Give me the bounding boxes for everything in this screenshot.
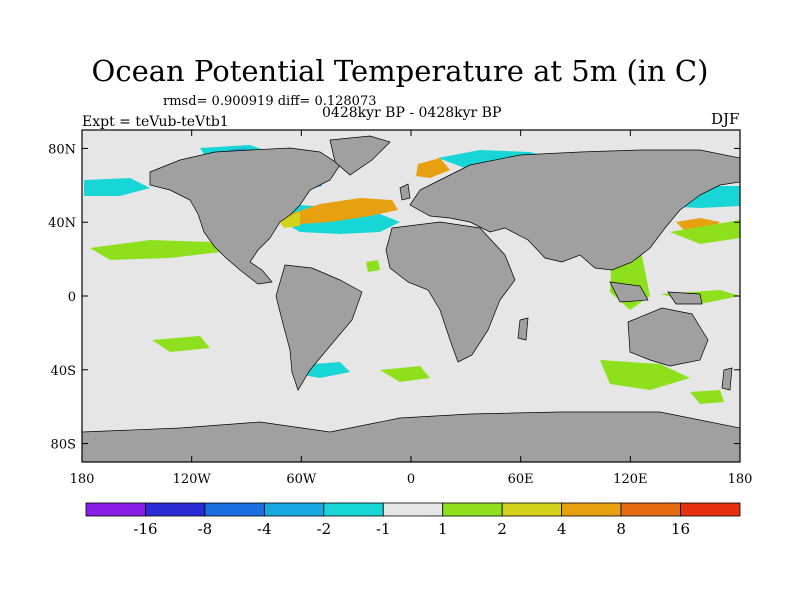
colorbar-label: 4 bbox=[557, 520, 567, 538]
colorbar: -16 -8 -4 -2 -1 1 2 4 8 16 bbox=[85, 502, 741, 538]
lat-tick-label: 0 bbox=[68, 290, 76, 305]
colorbar-swatch bbox=[442, 502, 503, 517]
land-new-guinea bbox=[667, 291, 703, 305]
lon-tick-label: 180 bbox=[728, 472, 753, 487]
colorbar-swatch bbox=[680, 502, 741, 517]
colorbar-label: 2 bbox=[497, 520, 507, 538]
period-label: 0428kyr BP - 0428kyr BP bbox=[322, 105, 502, 121]
colorbar-swatch bbox=[263, 502, 325, 517]
land-south-america bbox=[275, 264, 363, 391]
colorbar-swatch bbox=[323, 502, 384, 517]
patch-green-southern-ocean bbox=[380, 366, 430, 382]
patch-orange-gulf-stream bbox=[285, 198, 398, 224]
longitude-ticks: 180 120W 60W 0 60E 120E 180 bbox=[70, 130, 753, 487]
lat-tick-label: 40S bbox=[51, 364, 76, 379]
land-greenland bbox=[329, 135, 391, 176]
map-plot bbox=[81, 129, 741, 463]
patch-cyan-nw-pacific bbox=[84, 178, 150, 196]
patch-green-north-pacific bbox=[90, 240, 220, 260]
colorbar-swatch bbox=[204, 502, 265, 517]
colorbar-label: -4 bbox=[257, 520, 272, 538]
land-australia bbox=[627, 307, 709, 367]
patch-green-indian-ocean bbox=[600, 360, 690, 390]
patch-green-tasman bbox=[690, 390, 724, 404]
land-north-america bbox=[149, 147, 341, 285]
lat-tick-label: 80S bbox=[51, 438, 76, 453]
patch-green-nw-pacific bbox=[670, 220, 740, 244]
lat-tick-label: 40N bbox=[48, 216, 76, 231]
colorbar-swatch bbox=[501, 502, 563, 517]
patch-yellow-gulf-stream bbox=[278, 212, 300, 228]
land-eurasia bbox=[409, 149, 741, 271]
latitude-ticks: 80N 40N 0 40S 80S bbox=[48, 142, 740, 453]
colorbar-swatch bbox=[145, 502, 206, 517]
lon-tick-label: 60E bbox=[508, 472, 534, 487]
lon-tick-label: 120E bbox=[613, 472, 647, 487]
colorbar-label: -1 bbox=[376, 520, 391, 538]
colorbar-label: -8 bbox=[198, 520, 213, 538]
colorbar-label: 1 bbox=[438, 520, 448, 538]
land-new-zealand bbox=[721, 367, 733, 391]
land-uk bbox=[399, 183, 411, 201]
land-madagascar bbox=[517, 317, 529, 341]
colorbar-label: -2 bbox=[317, 520, 332, 538]
season-label: DJF bbox=[711, 110, 740, 128]
patch-green-south-pacific bbox=[152, 336, 210, 352]
colorbar-swatch bbox=[620, 502, 681, 517]
colorbar-label: -16 bbox=[133, 520, 157, 538]
map-title: Ocean Potential Temperature at 5m (in C) bbox=[91, 54, 709, 88]
land-maritime-asia bbox=[609, 281, 649, 303]
lon-tick-label: 120W bbox=[173, 472, 212, 487]
colorbar-swatch bbox=[85, 502, 146, 517]
land-masses bbox=[81, 135, 741, 463]
patch-green-atlantic bbox=[366, 260, 380, 272]
lon-tick-label: 60W bbox=[286, 472, 317, 487]
patch-orange-nordic bbox=[416, 158, 450, 178]
colorbar-label: 16 bbox=[671, 520, 690, 538]
colorbar-label: 8 bbox=[616, 520, 626, 538]
colorbar-swatch bbox=[561, 502, 622, 517]
land-africa bbox=[385, 221, 516, 363]
stats-label: rmsd= 0.900919 diff= 0.128073 bbox=[163, 94, 377, 109]
experiment-label: Expt = teVub-teVtb1 bbox=[82, 114, 229, 130]
lon-tick-label: 0 bbox=[407, 472, 415, 487]
lat-tick-label: 80N bbox=[48, 142, 76, 157]
colorbar-swatch bbox=[382, 502, 444, 517]
lon-tick-label: 180 bbox=[70, 472, 95, 487]
